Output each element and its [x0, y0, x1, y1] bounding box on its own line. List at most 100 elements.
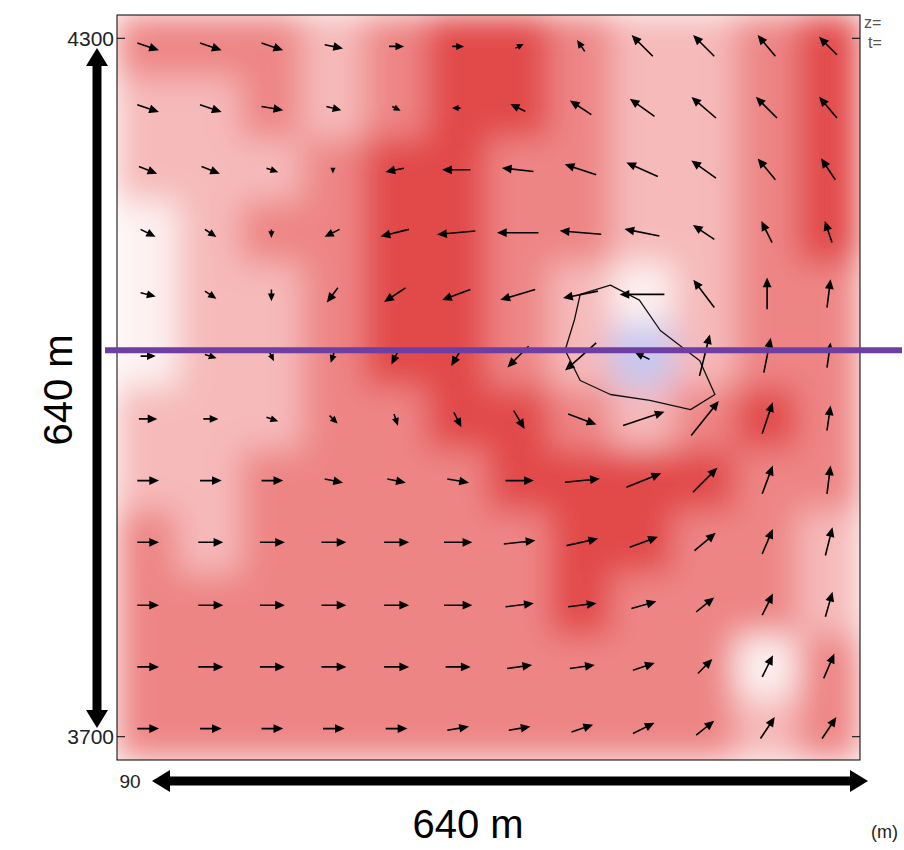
field-cell: [117, 697, 179, 760]
x-axis-title: (m): [871, 822, 898, 842]
wind-vector: [321, 664, 344, 670]
wind-vector: [325, 478, 342, 484]
wind-vector: [200, 478, 220, 484]
field-cell: [178, 77, 241, 140]
field-cell: [426, 77, 489, 140]
field-cell: [426, 325, 489, 388]
wind-vector: [454, 412, 461, 425]
wind-vector: [384, 539, 407, 545]
wind-vector: [762, 467, 772, 493]
field-cell: [302, 573, 365, 636]
field-cell: [612, 138, 675, 201]
wind-vector: [137, 602, 157, 608]
field-cell: [735, 636, 798, 699]
field-cell: [550, 138, 613, 201]
wind-vector: [824, 655, 834, 678]
field-cell: [240, 138, 303, 201]
field-cell: [487, 138, 550, 201]
field-cell: [550, 573, 613, 636]
wind-vector: [139, 416, 156, 422]
field-cell: [612, 573, 675, 636]
field-cell: [797, 15, 860, 78]
field-cell: [117, 511, 179, 574]
wind-vector: [386, 288, 406, 301]
wind-vector: [700, 336, 711, 376]
field-cell: [178, 325, 241, 388]
wind-vector: [826, 281, 832, 307]
wind-vector: [198, 664, 221, 670]
field-cell: [797, 449, 860, 512]
field-cell: [178, 138, 241, 201]
wind-vector: [387, 167, 404, 173]
field-cell: [426, 449, 489, 512]
wind-vector: [326, 106, 339, 111]
field-cell: [487, 697, 550, 760]
field-cell: [550, 449, 613, 512]
field-cell: [178, 449, 241, 512]
x-tick-label: 90: [119, 771, 140, 792]
field-cell: [302, 77, 365, 140]
wind-vector: [693, 98, 716, 118]
field-cell: [117, 138, 179, 201]
field-cell: [735, 263, 798, 326]
wind-vector: [447, 478, 467, 484]
field-cell: [673, 77, 736, 140]
field-cell: [550, 15, 613, 78]
wind-vector: [633, 663, 653, 670]
span-arrow-horizontal-head: [152, 770, 170, 792]
field-cell: [487, 511, 550, 574]
field-cell: [550, 201, 613, 264]
wind-vector: [825, 529, 833, 555]
field-cell: [735, 449, 798, 512]
field-cell: [673, 511, 736, 574]
y-tick: [117, 38, 125, 39]
wind-vector: [326, 229, 339, 236]
wind-vector: [572, 102, 592, 115]
field-cell: [487, 15, 550, 78]
field-cell: [487, 201, 550, 264]
wind-vector: [826, 407, 832, 430]
wind-vector: [137, 664, 157, 670]
wind-vector: [394, 414, 398, 424]
wind-vector: [820, 98, 837, 118]
field-cell: [364, 138, 427, 201]
wind-vector: [626, 228, 659, 236]
field-cell: [364, 201, 427, 264]
field-cell: [426, 573, 489, 636]
wind-vector: [454, 106, 461, 110]
wind-vector: [565, 291, 598, 299]
field-cell: [364, 15, 427, 78]
wind-vector: [203, 416, 216, 421]
field-cell: [426, 697, 489, 760]
wind-vector: [499, 230, 539, 236]
marks: [137, 37, 837, 739]
wind-vector: [695, 226, 715, 239]
wind-vector: [137, 43, 157, 50]
field-cell: [426, 511, 489, 574]
field-cell: [426, 636, 489, 699]
field-cell: [178, 697, 241, 760]
field-cell: [487, 263, 550, 326]
wind-vector: [205, 229, 215, 236]
field-cell: [487, 387, 550, 450]
field-cell: [673, 387, 736, 450]
wind-vector: [691, 402, 717, 435]
field-cell: [797, 697, 860, 760]
wind-vector: [628, 163, 658, 176]
wind-vector: [623, 412, 663, 426]
field: [117, 15, 860, 760]
field-cell: [364, 77, 427, 140]
wind-vector: [572, 725, 592, 732]
time-label: t=: [868, 34, 882, 51]
field-cell: [302, 449, 365, 512]
field-cell: [178, 15, 241, 78]
field-cell: [797, 138, 860, 201]
wind-vector: [512, 105, 525, 112]
field-cell: [302, 636, 365, 699]
wind-vector: [205, 291, 215, 298]
wind-vector: [762, 595, 772, 615]
y-tick: [852, 38, 860, 39]
span-arrow-vertical-shaft: [93, 66, 102, 710]
field-cell: [612, 449, 675, 512]
field-cell: [735, 697, 798, 760]
